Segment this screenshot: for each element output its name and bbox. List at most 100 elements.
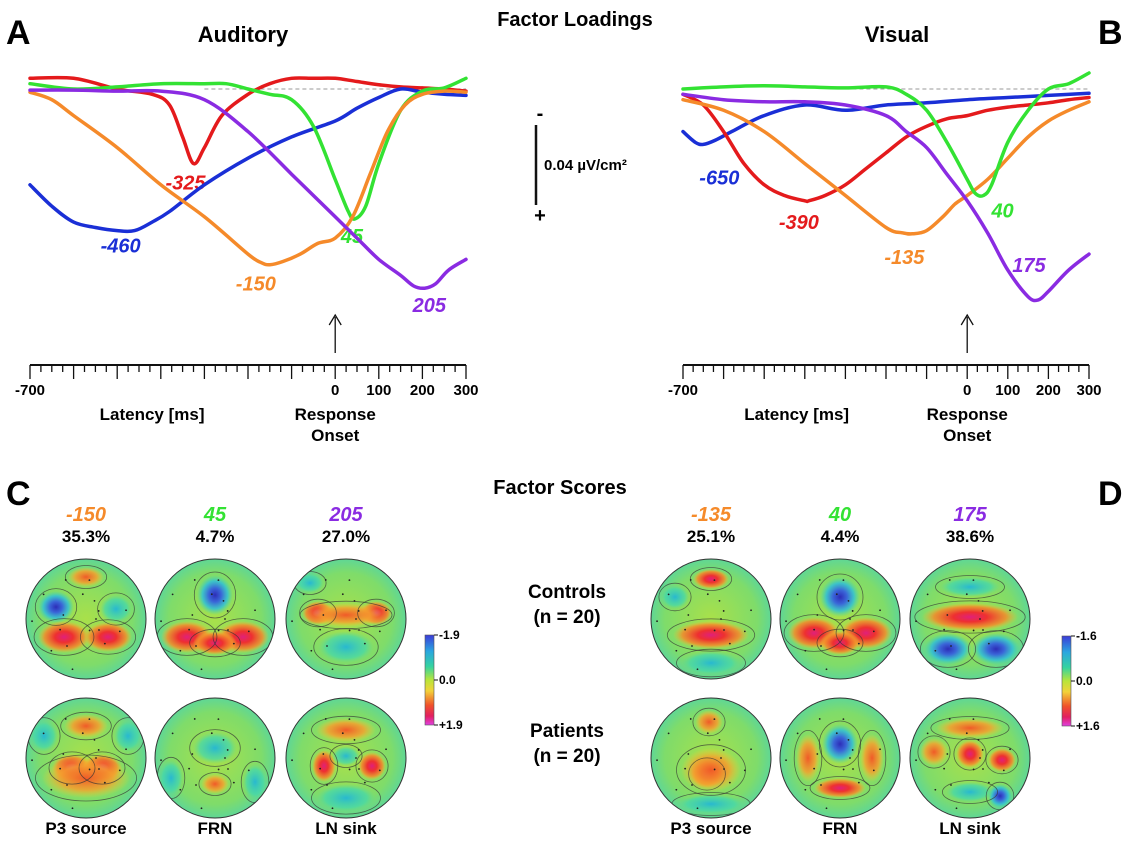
electrode-dot <box>915 620 917 623</box>
electrode-dot <box>1002 630 1005 633</box>
topo-blob <box>924 633 972 665</box>
topo-blob <box>38 621 90 653</box>
head-outline <box>285 697 407 819</box>
series-line-green <box>28 76 468 221</box>
electrode-dot <box>948 718 951 720</box>
peak-label-orange: -135 <box>884 247 925 269</box>
electrode-dot <box>193 579 196 581</box>
electrode-dot <box>723 768 725 770</box>
electrode-dot <box>331 668 334 671</box>
electrode-dot <box>857 642 860 645</box>
group-label: (n = 20) <box>533 746 600 767</box>
topo-blob <box>693 569 729 589</box>
topo-blob <box>100 595 132 623</box>
electrode-dot <box>946 614 949 616</box>
electrode-dot <box>95 757 97 759</box>
topo-contour <box>666 618 756 652</box>
electrode-dot <box>943 767 946 770</box>
head-outline <box>650 697 772 819</box>
electrode-dot <box>847 738 850 741</box>
electrode-dot <box>842 629 845 632</box>
electrode-dot <box>1009 748 1011 751</box>
electrode-dot <box>785 620 787 623</box>
electrode-dot <box>934 788 937 791</box>
electrode-dot <box>950 645 952 647</box>
electrode-dot <box>66 784 68 786</box>
electrode-dot <box>718 599 721 602</box>
topo-contour <box>676 648 746 678</box>
electrode-dot <box>750 609 752 612</box>
electrode-dot <box>851 749 854 751</box>
electrode-dot <box>979 618 981 620</box>
electrode-dot <box>852 768 854 770</box>
electrode-dot <box>691 784 693 786</box>
colorbar-label: -1.6 <box>1076 629 1097 643</box>
colorbar <box>1061 635 1072 727</box>
electrode-dot <box>324 579 327 581</box>
electrode-dot <box>188 767 191 770</box>
electrode-dot <box>706 593 709 596</box>
electrode-dot <box>355 618 357 620</box>
electrode-dot <box>378 769 381 772</box>
electrode-dot <box>713 629 716 632</box>
electrode-dot <box>835 593 838 596</box>
x-tick-label: 100 <box>995 382 1020 399</box>
electrode-dot <box>291 759 293 762</box>
electrode-dot <box>825 807 828 810</box>
x-axis-label: Latency [ms] <box>744 405 849 424</box>
electrode-dot <box>319 628 322 631</box>
electrode-dot <box>835 732 838 735</box>
topo-contour <box>299 598 337 628</box>
electrode-dot <box>1002 769 1005 772</box>
topo-blob <box>68 567 104 587</box>
topo-blob <box>681 651 741 675</box>
electrode-dot <box>987 642 990 645</box>
electrode-dot <box>849 618 851 620</box>
electrode-dot <box>750 748 752 751</box>
series-line-orange <box>28 89 468 267</box>
electrode-dot <box>357 749 360 751</box>
electrode-dot <box>217 718 220 721</box>
topo-contour <box>835 614 897 652</box>
topo-component-label: FRN <box>198 819 233 838</box>
head-outline <box>650 558 772 680</box>
peak-label-red: -390 <box>779 212 819 234</box>
topo-blob <box>673 621 749 649</box>
x-tick-label: -700 <box>668 382 698 399</box>
head-outline <box>909 558 1031 680</box>
topo-peak-label: 205 <box>328 504 363 526</box>
topo-variance-label: 4.4% <box>821 527 860 546</box>
electrode-dot <box>689 718 692 720</box>
colorbar-label: -1.9 <box>439 628 460 642</box>
topo-contour <box>816 573 864 621</box>
topo-head-map <box>779 558 901 680</box>
head-outline <box>779 558 901 680</box>
electrode-dot <box>818 579 821 581</box>
group-label: Controls <box>528 582 606 603</box>
topo-head-map <box>779 697 901 819</box>
topo-contour <box>34 588 78 626</box>
electrode-dot <box>813 628 816 631</box>
electrode-dot <box>981 749 984 751</box>
electrode-dot <box>171 732 174 735</box>
electrode-dot <box>656 759 658 762</box>
topo-contour <box>189 729 241 767</box>
electrode-dot <box>227 768 229 770</box>
electrode-dot <box>254 609 256 612</box>
electrode-dot <box>723 629 725 631</box>
scores-title: Factor Scores <box>493 477 626 499</box>
electrode-dot <box>247 630 250 633</box>
topo-blob <box>936 718 1004 738</box>
electrode-dot <box>972 768 975 771</box>
electrode-dot <box>696 668 699 671</box>
electrode-dot <box>103 781 106 784</box>
electrode-dot <box>341 732 344 735</box>
electrode-dot <box>979 757 981 759</box>
electrode-dot <box>93 599 96 602</box>
electrode-dot <box>879 609 881 612</box>
peak-label-green: 40 <box>990 201 1013 223</box>
topo-blob <box>159 760 183 796</box>
electrode-dot <box>326 784 328 786</box>
